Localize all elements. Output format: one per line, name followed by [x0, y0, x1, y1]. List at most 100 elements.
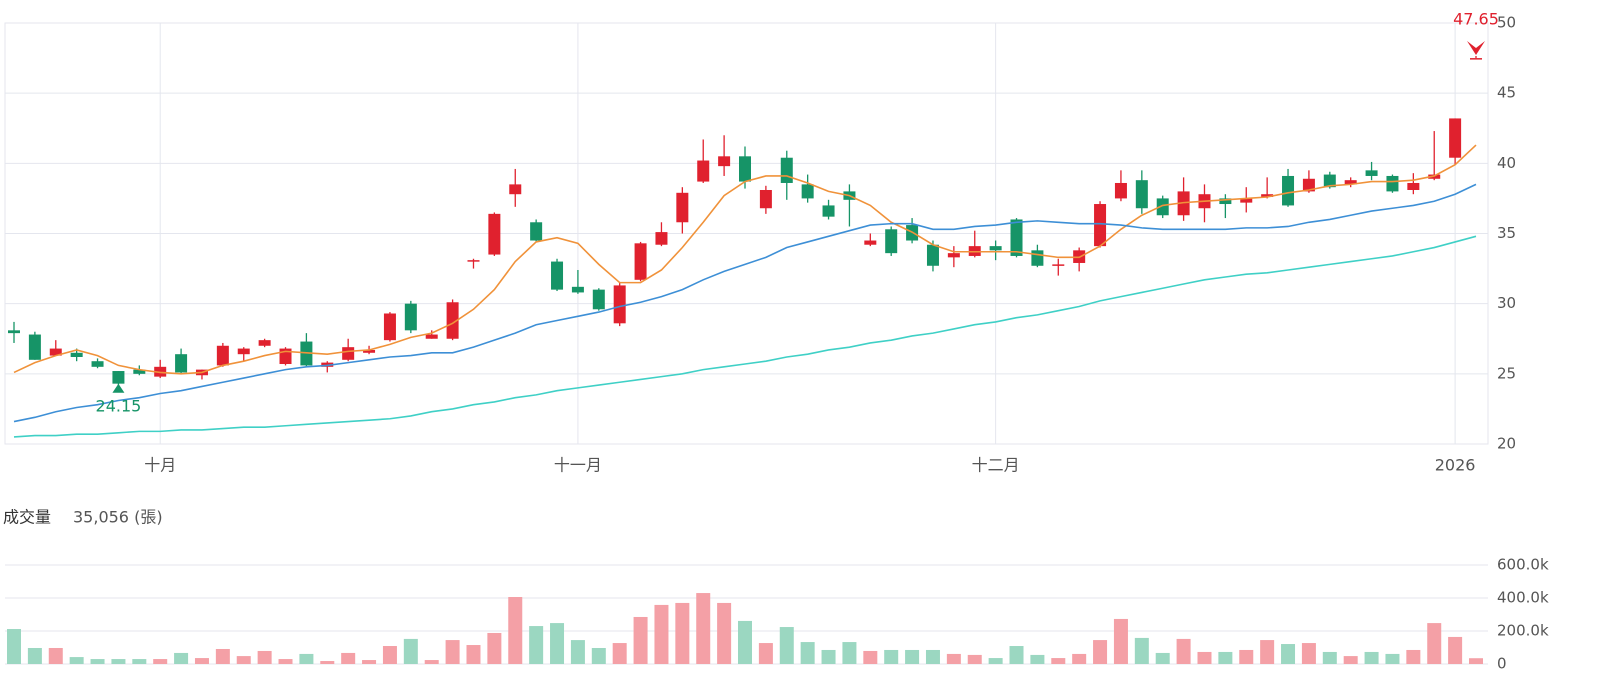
candle-body: [112, 371, 125, 384]
volume-bar: [174, 652, 189, 664]
moving-average-line: [13, 183, 1477, 423]
candle-body: [1344, 180, 1357, 185]
candle-body: [780, 157, 793, 183]
candle-body: [342, 347, 355, 360]
candle-body: [926, 244, 939, 266]
volume-bar: [779, 627, 794, 664]
y-tick-label: 200.0k: [1497, 622, 1549, 640]
volume-bar: [591, 647, 606, 664]
low-label: 24.15: [96, 396, 142, 415]
volume-bar: [1009, 646, 1024, 664]
volume-bar: [320, 661, 335, 664]
volume-bar: [153, 659, 168, 664]
volume-bar: [1260, 640, 1275, 664]
volume-bar: [299, 653, 314, 664]
candle-body: [175, 354, 188, 373]
candle-body: [1449, 118, 1462, 158]
candle-body: [488, 213, 501, 255]
volume-bar: [1093, 640, 1108, 664]
volume-bar: [27, 647, 42, 664]
volume-bar: [1134, 637, 1149, 664]
volume-bar: [48, 647, 63, 664]
x-tick-label: 十一月: [554, 456, 602, 475]
candle-body: [947, 253, 960, 258]
volume-bar: [1364, 651, 1379, 664]
y-tick-label: 0: [1497, 655, 1507, 673]
candle-body: [1365, 170, 1378, 176]
volume-bar: [132, 659, 147, 664]
volume-bar: [696, 593, 711, 664]
volume-bar: [800, 642, 815, 664]
volume-bar: [675, 602, 690, 664]
candle-body: [864, 240, 877, 245]
candle-body: [363, 349, 376, 353]
candle-body: [885, 229, 898, 254]
volume-bar: [654, 604, 669, 664]
y-tick-label: 40: [1497, 154, 1516, 172]
candle-body: [739, 156, 751, 182]
candle-body: [571, 286, 584, 293]
volume-bar: [1072, 653, 1087, 664]
volume-bar: [215, 648, 230, 664]
candle-body: [1094, 204, 1107, 247]
volume-bar: [1239, 649, 1254, 664]
volume-bar: [1030, 654, 1045, 664]
candle-body: [718, 156, 731, 167]
y-tick-label: 25: [1497, 364, 1516, 382]
y-tick-label: 600.0k: [1497, 556, 1549, 574]
volume-bar: [236, 656, 251, 664]
volume-bar: [1281, 644, 1296, 664]
candle-body: [383, 313, 396, 341]
candle-body: [91, 361, 104, 367]
candle-body: [1240, 198, 1253, 203]
candle-body: [425, 334, 438, 339]
volume-bar: [1197, 651, 1212, 664]
volume-bar: [1301, 643, 1316, 664]
volume-bar: [1406, 649, 1421, 664]
candle-body: [133, 369, 146, 374]
candle-body: [989, 246, 1002, 251]
y-tick-label: 20: [1497, 435, 1516, 453]
volume-bar: [487, 632, 502, 664]
candle-body: [1135, 180, 1148, 209]
volume-bar: [1218, 651, 1233, 664]
volume-bar: [341, 652, 356, 664]
volume-bar: [403, 638, 418, 664]
x-tick-label: 十月: [144, 456, 176, 475]
volume-bar: [738, 620, 752, 664]
candle-body: [676, 192, 689, 223]
volume-bar: [550, 623, 565, 664]
y-tick-label: 50: [1497, 14, 1516, 32]
candle-body: [613, 285, 626, 324]
volume-bar: [90, 659, 105, 664]
volume-bar: [69, 657, 84, 664]
high-marker: [1467, 40, 1485, 55]
volume-bar: [1427, 623, 1442, 664]
candle-body: [1470, 58, 1482, 60]
volume-bar: [278, 659, 293, 664]
volume-bar: [717, 602, 732, 664]
y-tick-label: 30: [1497, 294, 1516, 312]
candle-body: [8, 330, 20, 334]
volume-bar: [362, 660, 377, 664]
volume-bar: [1385, 653, 1400, 664]
candle-body: [697, 160, 710, 182]
volume-bar: [7, 629, 21, 664]
candle-body: [509, 184, 522, 195]
candle-body: [1386, 175, 1399, 192]
volume-bar: [946, 653, 961, 664]
volume-bar: [1155, 652, 1170, 664]
volume-bar: [1448, 636, 1463, 664]
volume-bar: [508, 597, 523, 664]
candle-body: [70, 352, 83, 357]
candle-body: [551, 261, 564, 290]
candle-body: [592, 289, 605, 310]
volume-bar: [821, 649, 836, 664]
candle-body: [237, 348, 250, 355]
candle-body: [1052, 264, 1065, 266]
volume-bar: [905, 649, 920, 664]
volume-bar: [758, 643, 773, 664]
volume-bar: [194, 658, 209, 664]
moving-average-line: [13, 235, 1477, 438]
